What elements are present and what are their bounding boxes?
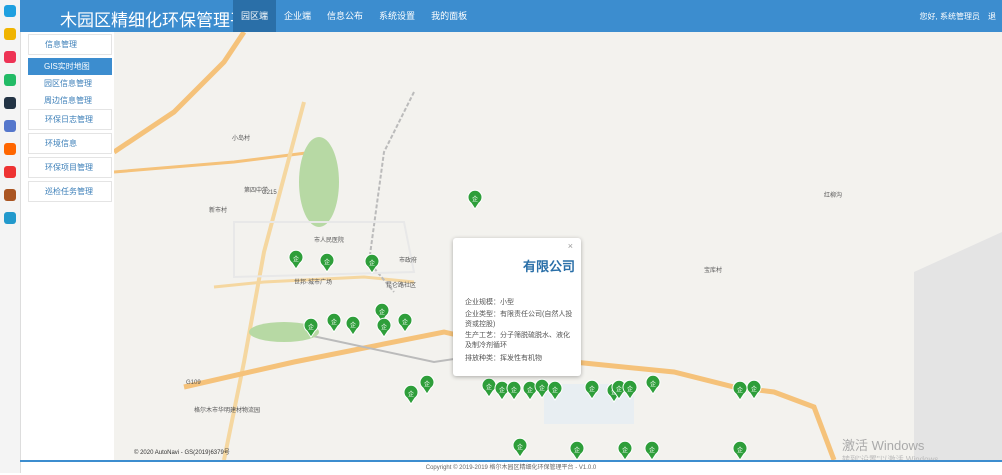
map-label: G215 <box>262 190 277 196</box>
popup-line: 企业类型：有限责任公司(自然人投资或控股) <box>465 311 573 328</box>
marker-label: 企 <box>622 446 628 454</box>
taskbar <box>0 0 21 473</box>
marker-label: 企 <box>350 321 356 329</box>
marker-label: 企 <box>751 385 757 393</box>
nav-item[interactable]: 系统设置 <box>379 11 416 21</box>
map-marker <box>419 374 435 395</box>
footer: Copyright © 2019-2019 格尔木园区精细化环保管理平台 - V… <box>20 460 1002 475</box>
map-label: 小岛村 <box>232 134 250 142</box>
marker-label: 企 <box>324 258 330 266</box>
map-marker <box>374 302 390 323</box>
map-label: 红柳沟 <box>824 191 842 199</box>
header: 木园区精细化环保管理平台 园区端 企业端 信息公布 系统设置 我的面板 您好, 系统管理… <box>20 0 1002 32</box>
map-label: G109 <box>186 380 201 386</box>
menu-group[interactable]: 环保项目管理 <box>28 157 112 178</box>
map-marker <box>512 437 528 458</box>
marker-label: 企 <box>472 195 478 203</box>
nav-item[interactable]: 我的面板 <box>431 11 468 21</box>
marker-label: 企 <box>616 385 622 393</box>
user-greeting[interactable]: 您好, 系统管理员 <box>919 12 980 21</box>
watermark: 转到"设置"以激活 Windows <box>842 454 938 460</box>
map-marker <box>569 440 585 460</box>
map-marker <box>319 252 335 273</box>
marker-label: 企 <box>381 323 387 331</box>
watermark: 激活 Windows <box>842 438 925 453</box>
marker-label: 企 <box>511 386 517 394</box>
map-label: 市政府 <box>399 256 417 264</box>
menu-group[interactable]: 环保日志管理 <box>28 109 112 130</box>
marker-label: 企 <box>737 446 743 454</box>
map-marker <box>364 253 380 274</box>
menu-group[interactable]: 信息管理 <box>28 34 112 55</box>
map-marker <box>617 440 633 460</box>
map-marker <box>345 315 361 336</box>
map-marker <box>467 189 483 210</box>
map-marker <box>506 380 522 401</box>
map-label: 格尔木市华明建材物流园 <box>194 406 260 414</box>
map-marker <box>288 249 304 270</box>
marker-label: 企 <box>627 385 633 393</box>
marker-label: 企 <box>517 443 523 451</box>
map-label: 新市村 <box>209 206 227 214</box>
logout[interactable]: 退 <box>988 12 996 21</box>
menu-item[interactable]: 周边信息管理 <box>44 96 92 105</box>
marker-label: 企 <box>650 380 656 388</box>
map-marker <box>746 379 762 400</box>
popup-line: 排放种类：挥发性有机物 <box>465 355 542 362</box>
sidebar: 信息管理 GIS实时地图园区信息管理 周边信息管理环保日志管理 环境信息环保项目管理巡… <box>28 34 112 460</box>
marker-label: 企 <box>552 386 558 394</box>
map-marker <box>303 317 319 338</box>
marker-label: 企 <box>649 446 655 454</box>
app-title: 木园区精细化环保管理平台 <box>60 11 264 30</box>
menu-item[interactable]: GIS实时地图 <box>28 58 112 75</box>
map-marker <box>584 379 600 400</box>
menu-group[interactable]: 环境信息 <box>28 133 112 154</box>
popup-close[interactable]: × <box>567 241 573 251</box>
popup-line: 生产工艺：分子筛脱硫脱水、液化及制冷剂循环 <box>465 332 570 349</box>
map-marker <box>547 380 563 401</box>
marker-label: 企 <box>379 308 385 316</box>
company-popup: × 有限公司企业规模：小型企业类型：有限责任公司(自然人投资或控股) 生产工艺：分子… <box>453 238 581 376</box>
marker-label: 企 <box>369 259 375 267</box>
map-label: 世邦·城市广场 <box>294 278 332 286</box>
menu-group[interactable]: 巡检任务管理 <box>28 181 112 202</box>
marker-label: 企 <box>402 318 408 326</box>
popup-line: 企业规模：小型 <box>465 299 514 306</box>
map-label: 市人民医院 <box>314 236 344 244</box>
nav-item[interactable]: 园区端 <box>233 0 277 32</box>
marker-label: 企 <box>737 386 743 394</box>
map-marker <box>397 312 413 333</box>
marker-label: 企 <box>486 383 492 391</box>
map-marker <box>522 380 538 401</box>
marker-label: 企 <box>293 255 299 263</box>
nav: 园区端 企业端 信息公布 系统设置 我的面板 <box>233 0 475 32</box>
map-label: 昆仑路社区 <box>386 281 416 289</box>
marker-label: 企 <box>331 318 337 326</box>
marker-label: 企 <box>499 386 505 394</box>
map-attribution: © 2020 AutoNavi - GS(2019)6379号 <box>134 449 230 456</box>
map-marker <box>732 380 748 401</box>
marker-label: 企 <box>539 384 545 392</box>
map-marker <box>732 440 748 460</box>
company-name: 有限公司 <box>522 259 575 274</box>
map-label: 第四中学 <box>244 186 268 194</box>
nav-item[interactable]: 企业端 <box>284 11 312 21</box>
marker-label: 企 <box>408 390 414 398</box>
nav-item[interactable]: 信息公布 <box>327 11 364 21</box>
map-marker <box>403 384 419 405</box>
marker-label: 企 <box>589 385 595 393</box>
marker-label: 企 <box>527 386 533 394</box>
marker-label: 企 <box>424 380 430 388</box>
map-label: 宝库村 <box>704 266 722 274</box>
menu-item[interactable]: 园区信息管理 <box>44 79 92 88</box>
map-marker <box>376 317 392 338</box>
marker-label: 企 <box>574 446 580 454</box>
map-marker <box>326 312 342 333</box>
map-marker <box>644 440 660 460</box>
marker-label: 企 <box>308 323 314 331</box>
map-marker <box>622 379 638 400</box>
map-marker <box>645 374 661 395</box>
